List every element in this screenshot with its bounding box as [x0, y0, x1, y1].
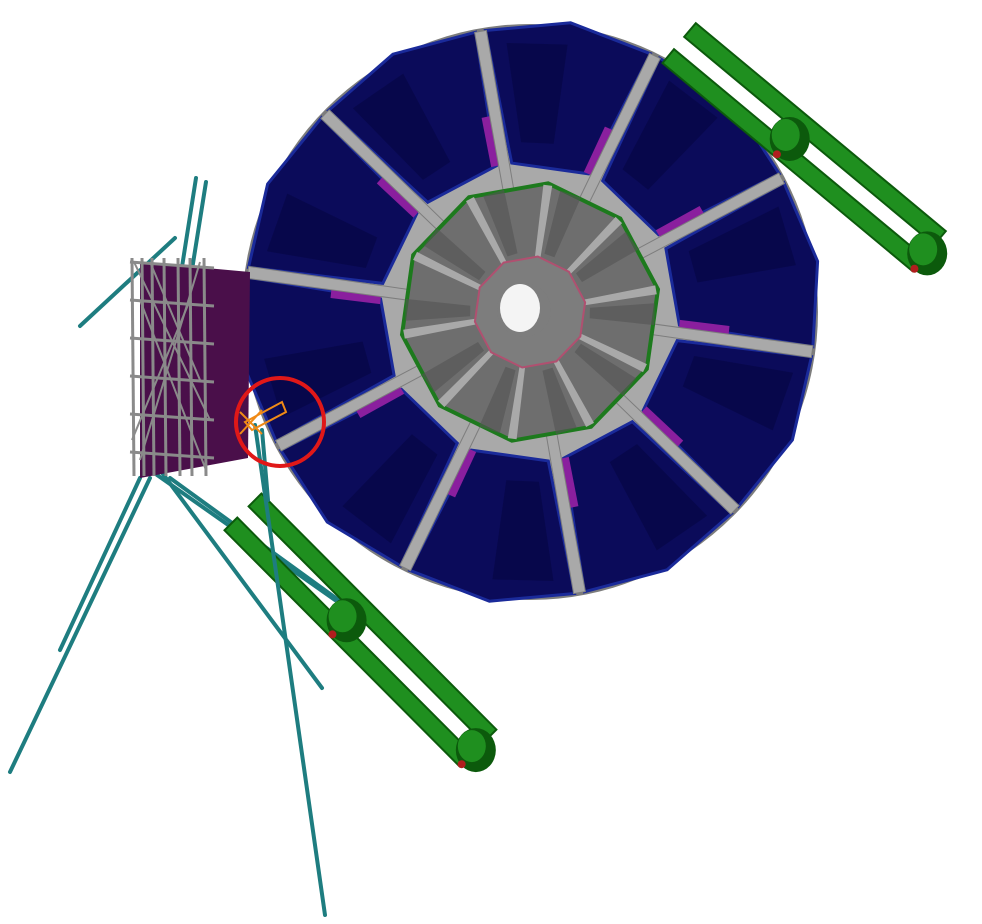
inner-panel-shade — [479, 366, 516, 434]
inner-panel-shade — [405, 298, 471, 321]
cable-line — [58, 476, 142, 652]
module-shade — [266, 193, 378, 268]
bore-hole — [500, 284, 540, 332]
frame-post — [150, 257, 156, 477]
scaffold-frame — [129, 257, 250, 478]
module-shade — [622, 80, 718, 190]
purple-bracket — [376, 173, 421, 218]
inner-panel-shade — [483, 189, 518, 257]
frame-brace — [149, 261, 201, 381]
marker-outline — [243, 400, 288, 432]
frame-rail — [129, 298, 215, 308]
module-shade — [352, 73, 451, 180]
inner-panel-shade — [424, 228, 486, 281]
frame-post — [130, 257, 136, 477]
inner-rib — [437, 347, 496, 408]
frame-post — [202, 257, 208, 477]
purple-bracket — [353, 384, 405, 418]
top-arm-tip — [910, 264, 919, 273]
bottom-arm-tip — [457, 760, 466, 769]
inner-rib — [507, 363, 526, 440]
bottom-arm-clamp-face — [328, 600, 357, 633]
module-shade — [682, 356, 794, 431]
top-arm-clamp-face — [771, 118, 800, 151]
marker-stroke — [239, 409, 263, 435]
cable-line — [253, 423, 327, 917]
frame-brace — [131, 299, 191, 441]
frame-post — [140, 257, 146, 477]
top-arm-clamp-face — [909, 233, 938, 266]
cable-line — [8, 476, 152, 774]
bottom-arm-rail — [247, 492, 498, 744]
inner-rib — [580, 285, 657, 306]
inner-rib — [552, 356, 594, 427]
inner-panel-shade — [574, 343, 636, 396]
module-shade — [342, 434, 438, 544]
inner-rib — [534, 184, 553, 261]
purple-bracket — [655, 206, 707, 240]
module-shade — [506, 43, 568, 144]
inner-rib — [575, 332, 647, 373]
frame-brace — [139, 261, 201, 461]
inner-panel-shade — [576, 231, 639, 282]
frame-post — [176, 257, 182, 477]
orange-cross-marker-icon — [239, 400, 288, 435]
top-arm-tip — [772, 150, 781, 159]
outer-module-ring — [240, 21, 820, 603]
bottom-arm-clamp-face — [457, 730, 486, 763]
module-shade — [609, 444, 708, 551]
inner-rib — [466, 197, 508, 268]
inner-rib — [413, 251, 485, 292]
cable-line — [78, 236, 177, 328]
inner-panel-shade — [589, 303, 655, 326]
frame-brace — [139, 299, 207, 471]
inner-rib — [403, 318, 480, 339]
bottom-arm-tip — [328, 630, 337, 639]
inner-rib — [564, 216, 623, 277]
frame-rail — [129, 374, 215, 384]
top-arm-rail — [682, 21, 948, 247]
purple-bracket — [639, 406, 684, 451]
module-shade — [264, 341, 372, 418]
inner-panel-shade — [544, 190, 581, 258]
module-shade — [688, 206, 796, 283]
inner-disk — [399, 181, 661, 443]
inner-panel-shade — [542, 367, 577, 435]
inner-panel-shade — [421, 342, 484, 393]
red-circle-highlight-icon — [234, 376, 326, 468]
frame-rail — [129, 412, 215, 422]
module-shade — [492, 480, 554, 581]
cable-line — [158, 468, 324, 690]
support-arm-top-right — [661, 21, 948, 276]
frame-rail — [129, 260, 215, 270]
support-arm-bottom — [223, 492, 498, 773]
